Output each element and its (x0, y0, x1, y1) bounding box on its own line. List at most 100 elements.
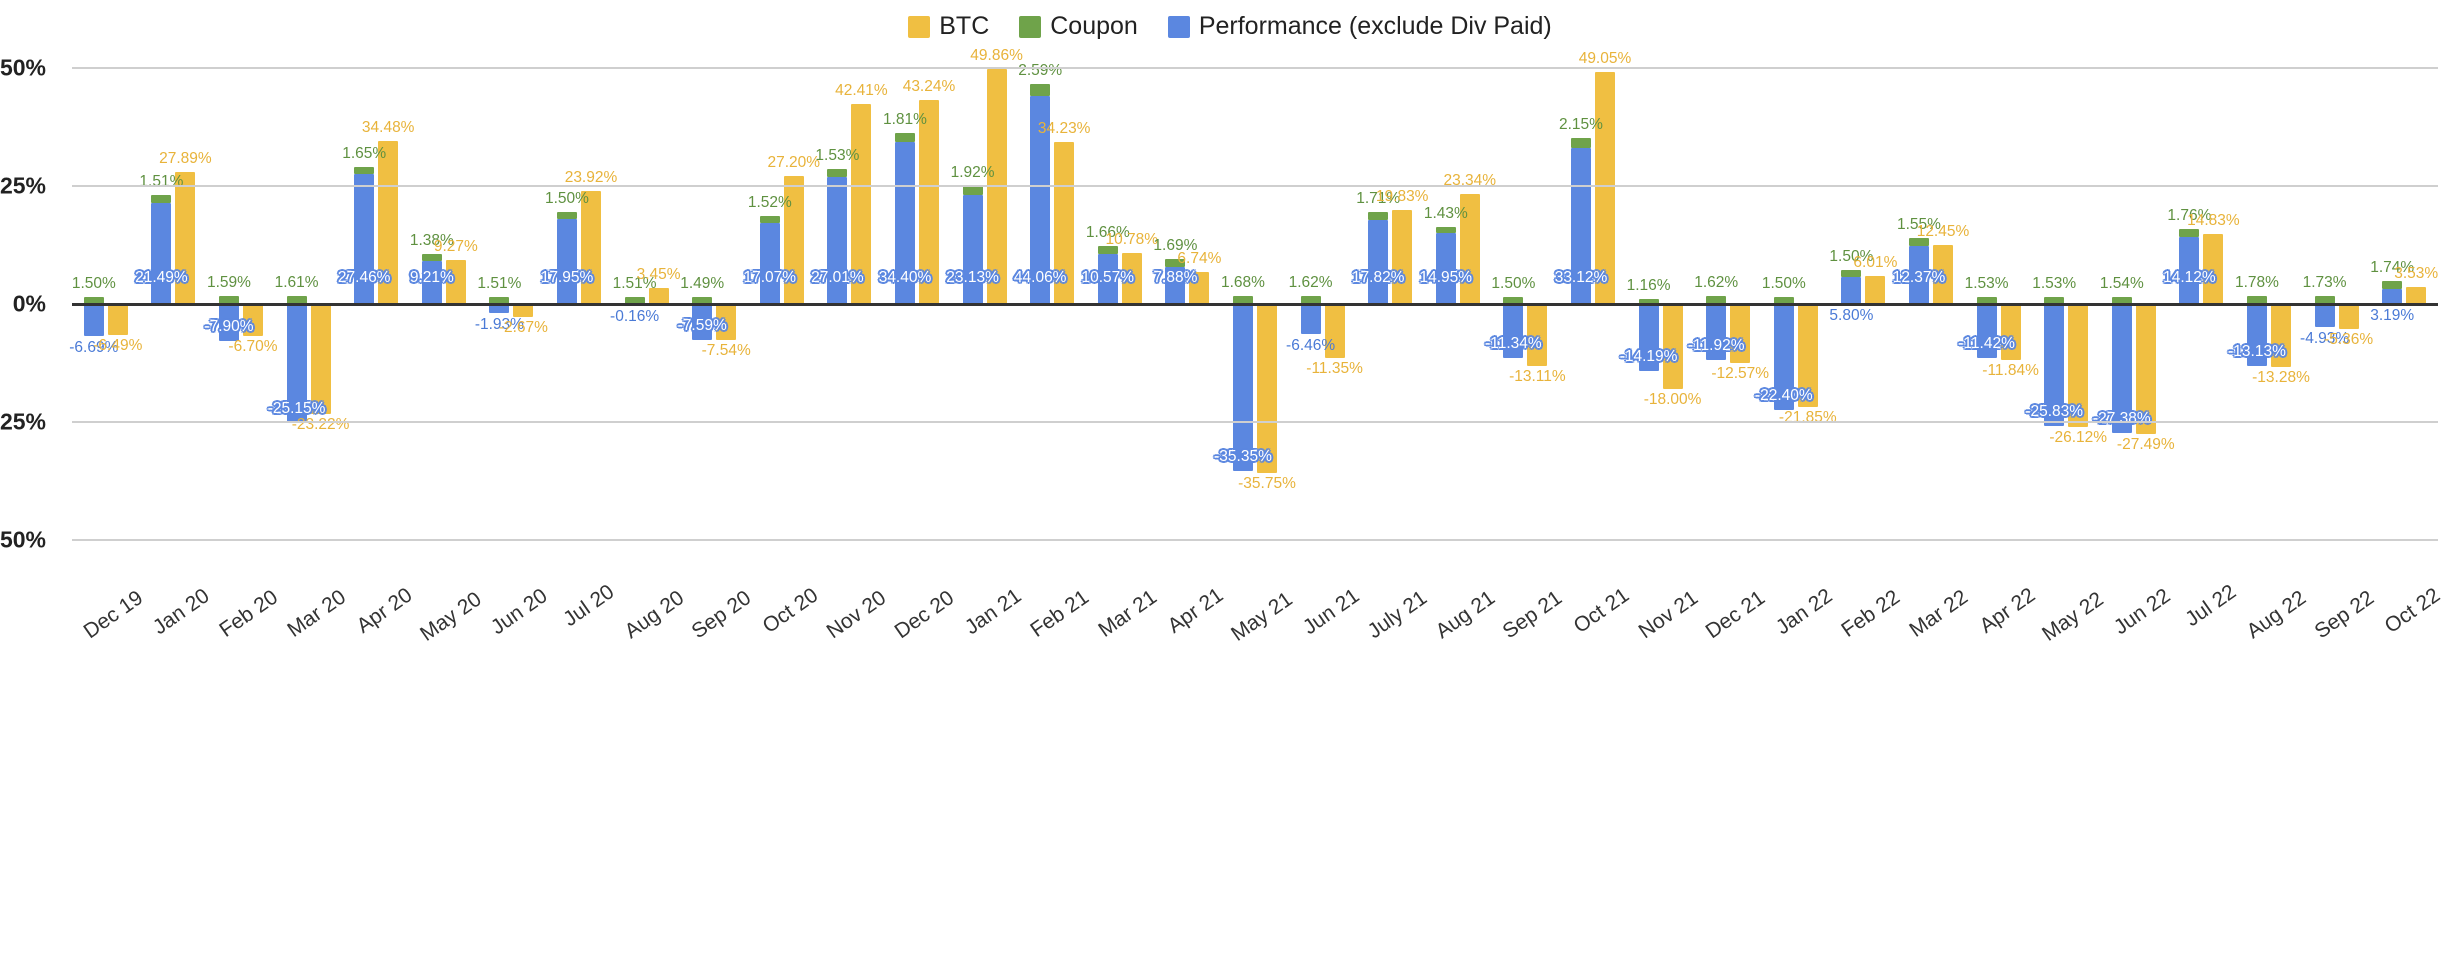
bar-performance[interactable] (1368, 219, 1389, 304)
bar-btc[interactable] (1594, 72, 1615, 304)
bar-performance[interactable] (354, 174, 375, 304)
bar-coupon[interactable] (1435, 226, 1456, 234)
bar-performance[interactable] (1841, 276, 1862, 304)
bar-performance[interactable] (218, 304, 239, 342)
bar-btc[interactable] (1932, 245, 1953, 304)
bar-coupon[interactable] (1030, 83, 1051, 97)
bar-btc[interactable] (1730, 304, 1751, 364)
bar-performance[interactable] (2382, 288, 2403, 304)
bar-btc[interactable] (513, 304, 534, 317)
bar-btc[interactable] (2203, 234, 2224, 304)
bar-performance[interactable] (827, 176, 848, 304)
bar-btc[interactable] (445, 260, 466, 304)
bar-performance[interactable] (1435, 233, 1456, 304)
bar-coupon[interactable] (218, 296, 239, 304)
bar-coupon[interactable] (1976, 296, 1997, 304)
bar-coupon[interactable] (1841, 269, 1862, 277)
bar-performance[interactable] (83, 304, 104, 336)
bar-performance[interactable] (1097, 254, 1118, 304)
bar-coupon[interactable] (1097, 246, 1118, 255)
legend-item-btc[interactable]: BTC (908, 14, 989, 39)
bar-btc[interactable] (1256, 304, 1277, 473)
bar-coupon[interactable] (894, 133, 915, 142)
bar-performance[interactable] (286, 304, 307, 423)
bar-btc[interactable] (580, 191, 601, 304)
bar-coupon[interactable] (1908, 238, 1929, 246)
bar-coupon[interactable] (1165, 258, 1186, 267)
bar-coupon[interactable] (1773, 296, 1794, 304)
bar-performance[interactable] (1503, 304, 1524, 358)
bar-btc[interactable] (1121, 253, 1142, 304)
bar-performance[interactable] (151, 202, 172, 304)
bar-performance[interactable] (556, 219, 577, 304)
bar-performance[interactable] (1976, 304, 1997, 358)
bar-btc[interactable] (2000, 304, 2021, 360)
bar-btc[interactable] (2338, 304, 2359, 330)
bar-btc[interactable] (175, 172, 196, 304)
bar-coupon[interactable] (1570, 137, 1591, 148)
bar-btc[interactable] (1527, 304, 1548, 366)
bar-btc[interactable] (2135, 304, 2156, 434)
bar-performance[interactable] (759, 223, 780, 304)
bar-performance[interactable] (692, 304, 713, 340)
bar-btc[interactable] (783, 175, 804, 304)
bar-performance[interactable] (1706, 304, 1727, 361)
bar-performance[interactable] (1232, 304, 1253, 471)
bar-performance[interactable] (489, 304, 510, 314)
bar-coupon[interactable] (1706, 296, 1727, 304)
bar-performance[interactable] (894, 141, 915, 304)
bar-performance[interactable] (1638, 304, 1659, 371)
legend-item-coupon[interactable]: Coupon (1019, 14, 1138, 39)
bar-coupon[interactable] (692, 296, 713, 304)
bar-btc[interactable] (918, 99, 939, 304)
bar-performance[interactable] (1300, 304, 1321, 335)
bar-btc[interactable] (1865, 275, 1886, 304)
bar-btc[interactable] (378, 141, 399, 304)
bar-btc[interactable] (1797, 304, 1818, 408)
bar-btc[interactable] (648, 287, 669, 304)
bar-coupon[interactable] (489, 296, 510, 304)
bar-coupon[interactable] (421, 254, 442, 261)
bar-coupon[interactable] (962, 185, 983, 195)
bar-btc[interactable] (310, 304, 331, 414)
bar-coupon[interactable] (624, 296, 645, 304)
bar-btc[interactable] (1392, 210, 1413, 304)
bar-coupon[interactable] (556, 212, 577, 220)
bar-performance[interactable] (1908, 245, 1929, 304)
bar-btc[interactable] (2406, 287, 2427, 304)
bar-btc[interactable] (107, 304, 128, 335)
bar-btc[interactable] (2270, 304, 2291, 367)
bar-btc[interactable] (1324, 304, 1345, 358)
bar-btc[interactable] (851, 103, 872, 304)
bar-btc[interactable] (1459, 193, 1480, 304)
bar-coupon[interactable] (2314, 295, 2335, 304)
bar-coupon[interactable] (1638, 298, 1659, 304)
bar-btc[interactable] (2068, 304, 2089, 428)
bar-performance[interactable] (1570, 147, 1591, 304)
bar-btc[interactable] (242, 304, 263, 336)
bar-performance[interactable] (2044, 304, 2065, 426)
bar-btc[interactable] (1054, 142, 1075, 304)
legend-item-performance[interactable]: Performance (exclude Div Paid) (1167, 14, 1552, 39)
bar-coupon[interactable] (83, 296, 104, 304)
bar-btc[interactable] (1189, 272, 1210, 304)
bar-coupon[interactable] (1300, 296, 1321, 304)
bar-btc[interactable] (1662, 304, 1683, 389)
bar-coupon[interactable] (354, 166, 375, 175)
bar-performance[interactable] (962, 194, 983, 304)
bar-coupon[interactable] (759, 216, 780, 224)
bar-coupon[interactable] (2179, 229, 2200, 238)
bar-coupon[interactable] (2246, 295, 2267, 304)
bar-coupon[interactable] (286, 296, 307, 304)
bar-performance[interactable] (2314, 304, 2335, 328)
bar-coupon[interactable] (1232, 296, 1253, 304)
bar-performance[interactable] (2111, 304, 2132, 434)
bar-btc[interactable] (716, 304, 737, 340)
bar-coupon[interactable] (2382, 280, 2403, 289)
bar-coupon[interactable] (1503, 296, 1524, 304)
bar-coupon[interactable] (1368, 211, 1389, 220)
bar-coupon[interactable] (827, 169, 848, 177)
bar-performance[interactable] (2246, 304, 2267, 366)
bar-coupon[interactable] (2111, 296, 2132, 304)
bar-coupon[interactable] (151, 195, 172, 203)
